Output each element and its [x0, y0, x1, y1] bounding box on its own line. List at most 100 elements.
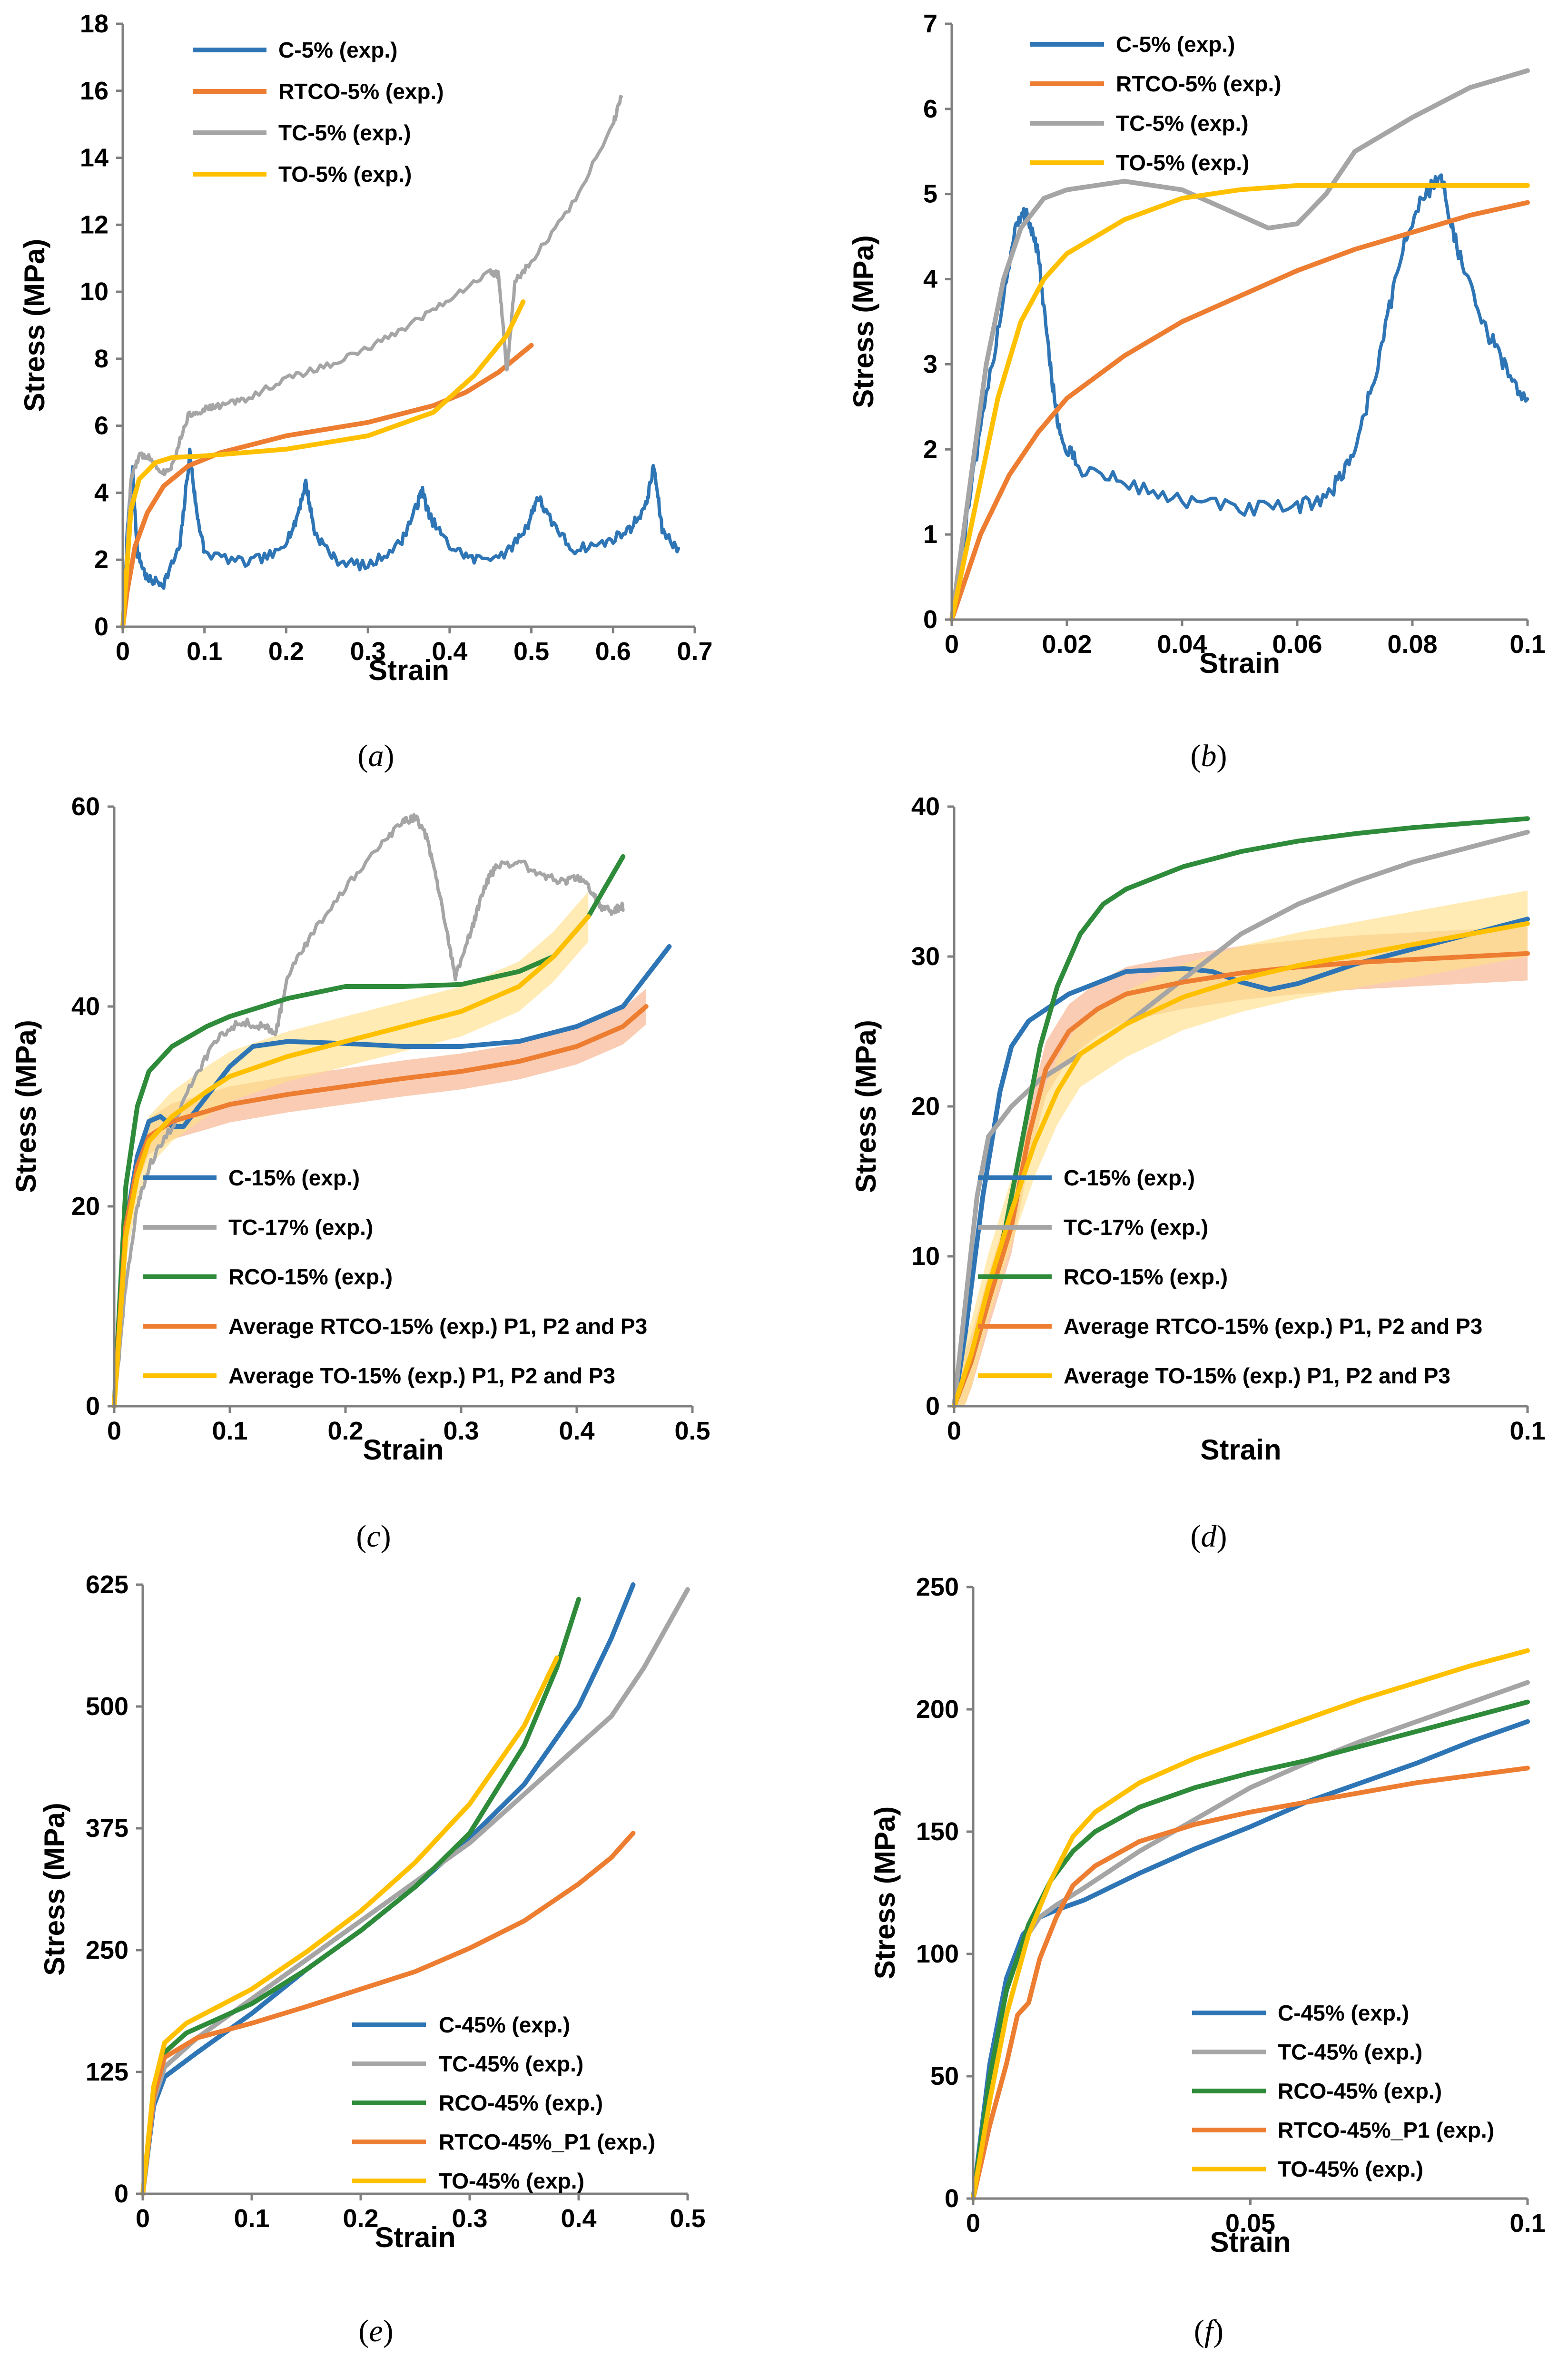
y-tick-label: 0	[114, 2180, 128, 2208]
y-tick-label: 14	[80, 144, 108, 172]
y-tick-label: 0	[923, 605, 937, 634]
panel-caption: (b)	[1191, 739, 1227, 773]
x-axis-label: Strain	[1200, 1434, 1281, 1466]
series-line-a-2	[121, 95, 623, 629]
panel-caption: (e)	[358, 2314, 393, 2348]
y-tick-label: 8	[94, 345, 108, 373]
x-tick-label: 0.7	[677, 637, 712, 666]
y-tick-label: 6	[94, 412, 108, 440]
series-band-c-4	[114, 891, 589, 1406]
chart-panel-e: 0 125 250 375 500 625 0 0.1 0.2 0.3 0.4 0.5 Strain St…	[39, 1570, 706, 2348]
y-tick-label: 40	[71, 992, 100, 1021]
x-axis-label: Strain	[1210, 2226, 1291, 2258]
x-tick-label: 0.4	[561, 2204, 596, 2233]
y-tick-label: 125	[86, 2058, 128, 2086]
x-tick-label: 0	[116, 637, 130, 666]
x-tick-label: 0.3	[443, 1417, 479, 1445]
series-line-c-2	[112, 854, 626, 1409]
y-tick-label: 100	[916, 1940, 959, 1968]
series-line-b-0	[950, 173, 1529, 621]
x-tick-label: 0.3	[350, 637, 386, 666]
legend-label: TO-5% (exp.)	[278, 162, 412, 187]
series-band-d-4	[954, 890, 1528, 1406]
y-tick-label: 20	[911, 1092, 940, 1121]
y-tick-label: 0	[945, 2184, 959, 2213]
legend-label: TC-45% (exp.)	[439, 2051, 583, 2076]
y-tick-label: 2	[94, 545, 108, 574]
y-axis-label: Stress (MPa)	[19, 239, 50, 412]
series-line-f-0	[971, 1719, 1530, 2201]
x-tick-label: 0	[136, 2204, 150, 2233]
x-tick-label: 0.5	[513, 637, 549, 666]
legend-label: Average RTCO-15% (exp.) P1, P2 and P3	[228, 1314, 647, 1339]
x-tick-label: 0.5	[674, 1417, 710, 1445]
y-tick-label: 375	[86, 1814, 128, 1843]
series-line-b-2	[949, 68, 1530, 622]
series-line-a-0	[121, 447, 680, 629]
x-tick-label: 0.08	[1387, 630, 1437, 659]
legend-label: TO-45% (exp.)	[1278, 2157, 1423, 2181]
legend-label: Average TO-15% (exp.) P1, P2 and P3	[1064, 1363, 1450, 1388]
y-tick-label: 50	[930, 2062, 959, 2091]
series-line-c-4	[112, 914, 591, 1409]
legend-label: RCO-15% (exp.)	[228, 1264, 393, 1289]
x-tick-label: 0.1	[212, 1417, 247, 1445]
legend-label: RCO-45% (exp.)	[439, 2091, 603, 2115]
y-tick-label: 250	[916, 1573, 959, 1601]
y-tick-label: 4	[923, 265, 937, 294]
legend-label: RCO-15% (exp.)	[1064, 1264, 1228, 1289]
series-line-c-0	[112, 944, 672, 1409]
series-line-f-4	[971, 1648, 1530, 2201]
y-tick-label: 4	[94, 478, 108, 507]
chart-panel-f: 0 50 100 150 200 250 0 0.05 0.1 Strain Stress (MPa…	[869, 1573, 1546, 2348]
x-tick-label: 0.4	[432, 637, 467, 666]
x-tick-label: 0.2	[327, 1417, 363, 1445]
x-axis-label: Strain	[375, 2221, 455, 2253]
y-tick-label: 40	[911, 792, 940, 821]
series-line-e-4	[140, 1655, 560, 2196]
y-tick-label: 7	[923, 10, 937, 38]
y-axis-label: Stress (MPa)	[848, 235, 879, 408]
legend-label: RTCO-45%_P1 (exp.)	[439, 2130, 655, 2154]
legend-label: RTCO-5% (exp.)	[278, 79, 444, 104]
y-tick-label: 10	[911, 1242, 940, 1271]
chart-panel-b: 0 1 2 3 4 5 6 7 0 0.02 0.04 0.06 0.08 0.1 Strain Stress…	[848, 10, 1546, 773]
legend-label: TC-45% (exp.)	[1278, 2040, 1422, 2064]
y-tick-label: 6	[923, 95, 937, 123]
panel-caption: (c)	[356, 1519, 391, 1554]
y-tick-label: 0	[926, 1392, 940, 1420]
y-tick-label: 500	[86, 1692, 128, 1721]
y-tick-label: 60	[71, 792, 100, 821]
legend-label: RTCO-45%_P1 (exp.)	[1278, 2118, 1494, 2142]
y-tick-label: 1	[923, 520, 937, 549]
series-line-c-3	[112, 1004, 649, 1409]
y-tick-label: 30	[911, 942, 940, 971]
x-tick-label: 0.05	[1225, 2209, 1275, 2238]
series-line-a-3	[120, 299, 526, 629]
x-tick-label: 0.2	[343, 2204, 378, 2233]
legend-label: C-5% (exp.)	[1116, 32, 1235, 57]
legend-label: TO-5% (exp.)	[1116, 150, 1249, 175]
legend-label: TC-5% (exp.)	[278, 120, 411, 145]
legend-label: RCO-45% (exp.)	[1278, 2079, 1442, 2103]
y-tick-label: 10	[80, 277, 108, 306]
series-line-c-1	[112, 813, 625, 1408]
y-tick-label: 5	[923, 180, 937, 208]
y-tick-label: 0	[94, 612, 108, 641]
series-line-f-2	[971, 1699, 1530, 2201]
x-tick-label: 0.1	[1509, 630, 1545, 659]
series-line-d-4	[952, 921, 1530, 1409]
x-tick-label: 0.5	[670, 2204, 705, 2233]
y-axis-label: Stress (MPa)	[39, 1803, 70, 1975]
y-tick-label: 18	[80, 10, 108, 38]
series-line-d-3	[952, 951, 1530, 1409]
legend-label: C-15% (exp.)	[228, 1165, 360, 1190]
x-tick-label: 0.1	[1509, 2209, 1545, 2238]
x-tick-label: 0.6	[595, 637, 631, 666]
y-tick-label: 150	[916, 1817, 959, 1846]
legend-label: C-15% (exp.)	[1064, 1165, 1195, 1190]
series-line-b-3	[949, 183, 1530, 622]
series-band-d-3	[954, 927, 1528, 1406]
x-tick-label: 0.1	[187, 637, 222, 666]
